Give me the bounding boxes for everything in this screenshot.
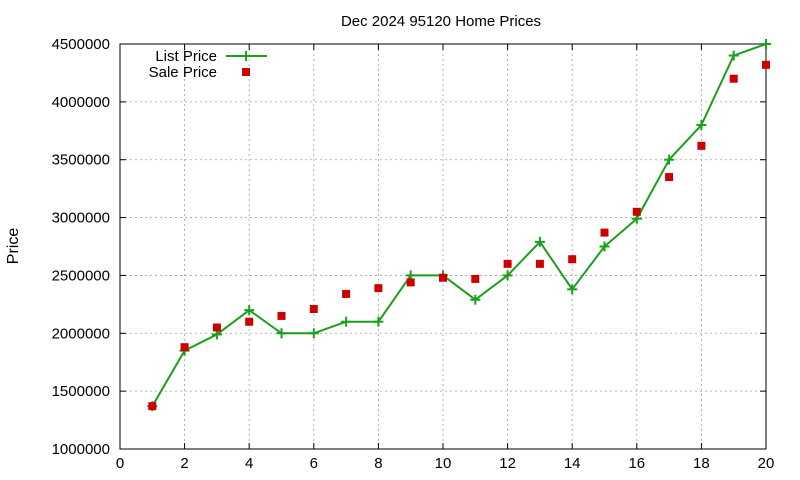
y-tick-label: 4500000 bbox=[52, 36, 110, 53]
x-tick-label: 4 bbox=[245, 455, 253, 472]
y-tick-label: 4000000 bbox=[52, 94, 110, 111]
list-price-point bbox=[373, 316, 384, 327]
x-tick-label: 14 bbox=[564, 455, 581, 472]
sale-price-point bbox=[729, 74, 738, 83]
list-price-point bbox=[664, 154, 675, 165]
y-tick-label: 2000000 bbox=[52, 325, 110, 342]
sale-price-point bbox=[148, 402, 157, 411]
sale-price-point bbox=[406, 278, 415, 287]
list-price-point bbox=[502, 270, 513, 281]
list-price-point bbox=[728, 50, 739, 61]
x-tick-label: 12 bbox=[499, 455, 516, 472]
axis-ticks: 0 2 4 6 8 10 12 14 16 18 20 1000000 1500000 2000000 25… bbox=[52, 36, 775, 472]
y-axis-label: Price bbox=[5, 228, 22, 265]
y-tick-label: 2500000 bbox=[52, 267, 110, 284]
legend-label: List Price bbox=[155, 48, 217, 65]
y-tick-label: 3000000 bbox=[52, 210, 110, 227]
sale-price-point bbox=[309, 304, 318, 313]
sale-price-point bbox=[277, 311, 286, 320]
list-price-point bbox=[534, 236, 545, 247]
x-tick-label: 6 bbox=[310, 455, 318, 472]
x-tick-label: 2 bbox=[180, 455, 188, 472]
sale-price-point bbox=[245, 317, 254, 326]
sale-price-point bbox=[374, 284, 383, 293]
x-tick-label: 18 bbox=[693, 455, 710, 472]
list-price-point bbox=[244, 305, 255, 316]
list-price-point bbox=[696, 120, 707, 130]
sale-price-point bbox=[535, 259, 544, 268]
list-price-point bbox=[599, 241, 610, 252]
list-price-point bbox=[341, 316, 352, 327]
x-tick-label: 16 bbox=[628, 455, 645, 472]
x-tick-label: 20 bbox=[758, 455, 775, 472]
series bbox=[147, 39, 771, 412]
sale-price-point bbox=[762, 60, 770, 69]
list-price-point bbox=[276, 328, 287, 339]
y-tick-label: 3500000 bbox=[52, 152, 110, 169]
list-price-point bbox=[567, 284, 578, 295]
grid bbox=[120, 44, 766, 449]
sale-price-point bbox=[503, 259, 512, 268]
legend-label: Sale Price bbox=[149, 64, 217, 81]
sale-price-point bbox=[180, 343, 189, 352]
sale-price-point bbox=[212, 323, 221, 332]
sale-price-point bbox=[342, 289, 351, 298]
sale-price-point bbox=[632, 207, 641, 216]
y-tick-label: 1500000 bbox=[52, 383, 110, 400]
list-price-line bbox=[151, 43, 767, 407]
legend-plus-marker bbox=[241, 51, 251, 61]
series-1 bbox=[148, 60, 770, 411]
legend-square-marker bbox=[242, 68, 250, 76]
list-price-point bbox=[308, 328, 319, 339]
x-tick-label: 0 bbox=[116, 455, 124, 472]
sale-price-point bbox=[439, 273, 447, 282]
series-0 bbox=[147, 39, 771, 412]
x-tick-label: 8 bbox=[374, 455, 382, 472]
list-price-point bbox=[761, 39, 771, 49]
list-price-point bbox=[470, 294, 481, 305]
chart-title: Dec 2024 95120 Home Prices bbox=[341, 13, 541, 30]
x-tick-label: 10 bbox=[435, 455, 452, 472]
y-tick-label: 1000000 bbox=[52, 441, 110, 458]
sale-price-point bbox=[471, 274, 480, 283]
sale-price-point bbox=[697, 141, 706, 150]
sale-price-point bbox=[600, 228, 609, 237]
sale-price-point bbox=[665, 173, 674, 182]
sale-price-point bbox=[568, 255, 577, 264]
